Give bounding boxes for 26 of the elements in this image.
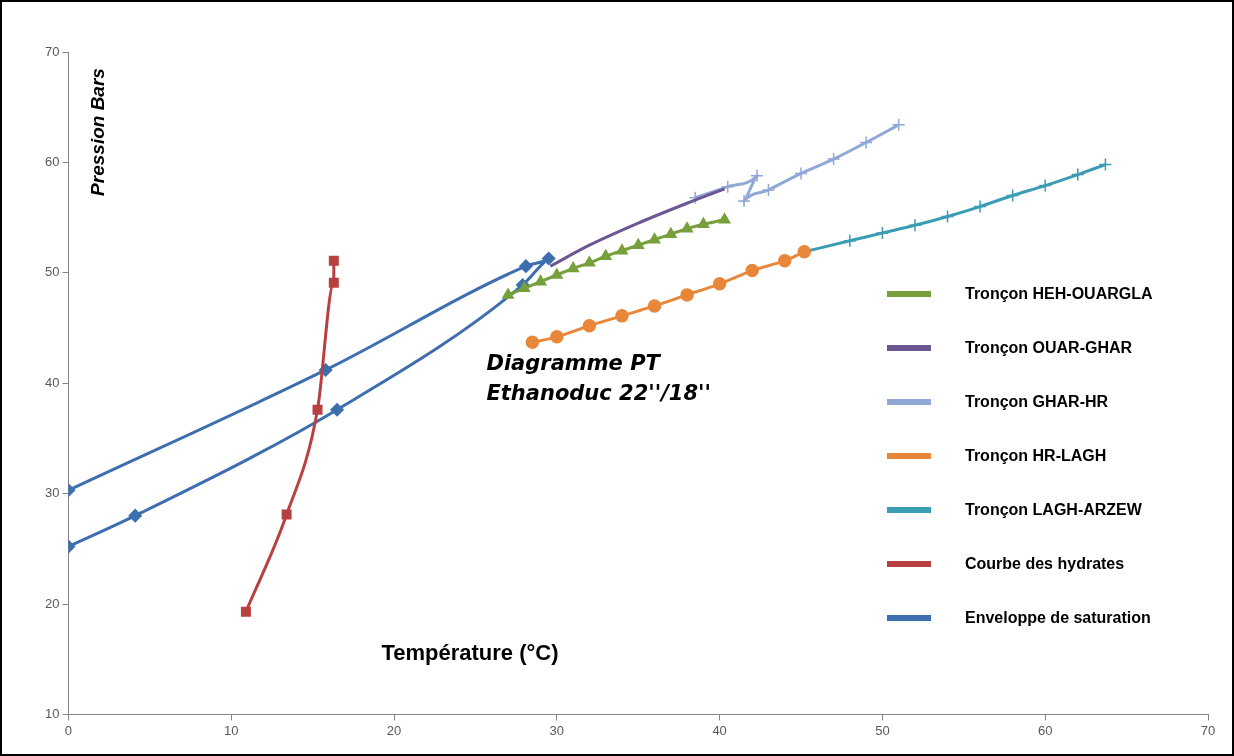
legend-label: Courbe des hydrates (965, 555, 1125, 573)
legend-label: Enveloppe de saturation (965, 609, 1151, 627)
y-tick-label: 40 (44, 374, 60, 390)
x-tick-label: 40 (712, 722, 727, 738)
legend-label: Tronçon OUAR-GHAR (965, 339, 1133, 357)
x-tick-label: 70 (1200, 722, 1216, 738)
legend-label: Tronçon HR-LAGH (965, 447, 1107, 465)
legend-label: Tronçon HEH-OUARGLA (965, 285, 1153, 303)
x-tick-label: 30 (549, 722, 565, 738)
y-tick-label: 70 (44, 43, 60, 59)
y-tick-label: 30 (44, 485, 60, 501)
legend-label: Tronçon LAGH-ARZEW (965, 501, 1142, 519)
x-tick-label: 60 (1037, 722, 1053, 738)
y-tick-label: 60 (44, 153, 60, 169)
legend-label: Tronçon GHAR-HR (965, 393, 1109, 411)
x-tick-label: 20 (386, 722, 402, 738)
y-tick-label: 20 (44, 595, 60, 611)
y-axis-title: Pression Bars (86, 68, 108, 196)
x-tick-label: 50 (875, 722, 890, 738)
x-axis-title: Température (°C) (381, 640, 559, 666)
x-tick-label: 10 (224, 722, 239, 738)
x-tick-label: 0 (64, 722, 73, 738)
text: Diagramme PT (486, 351, 662, 376)
text: Ethanoduc 22''/18'' (486, 381, 711, 406)
y-tick-label: 50 (44, 264, 60, 280)
y-tick-label: 10 (44, 705, 60, 721)
